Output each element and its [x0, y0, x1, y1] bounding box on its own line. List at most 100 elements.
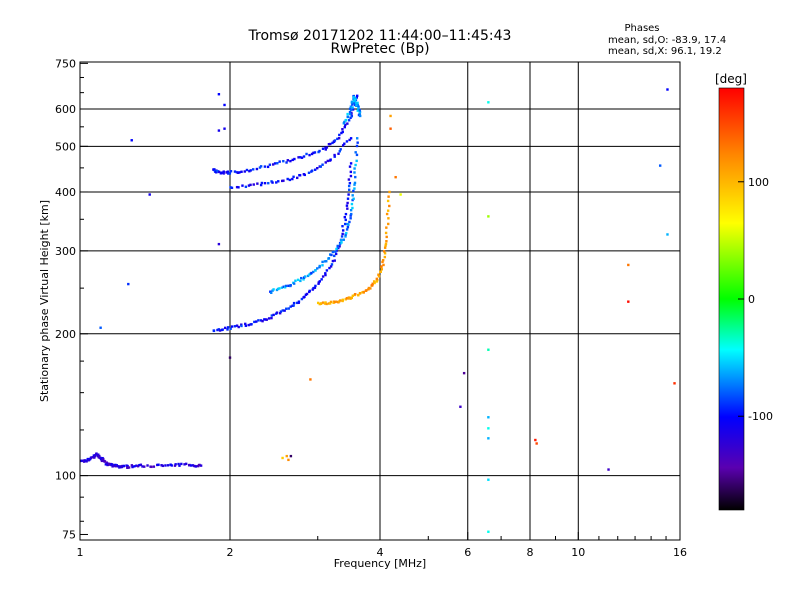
echo-point: [349, 105, 353, 108]
echo-point: [285, 161, 288, 164]
echo-point: [178, 464, 181, 467]
echo-point: [387, 222, 390, 226]
echo-point: [289, 159, 292, 163]
echo-point: [344, 118, 348, 122]
echo-point: [487, 478, 490, 481]
echo-point: [348, 107, 352, 110]
echo-point: [331, 259, 335, 263]
echo-point: [292, 282, 296, 285]
echo-point: [161, 464, 165, 468]
echo-point: [287, 307, 290, 310]
echo-point: [627, 300, 630, 303]
echo-point: [346, 201, 349, 205]
echo-point: [310, 271, 313, 275]
echo-point: [371, 282, 374, 285]
echo-point: [343, 125, 346, 129]
echo-point: [336, 137, 339, 141]
echo-point: [233, 170, 237, 173]
echo-point: [338, 150, 341, 153]
echo-point: [346, 115, 349, 119]
chart-title: Tromsø 20171202 11:44:00–11:45:43: [248, 28, 512, 44]
echo-point: [389, 114, 392, 118]
echo-point: [332, 301, 335, 304]
echo-point: [349, 162, 353, 165]
echo-point: [324, 161, 327, 164]
echo-point: [131, 465, 134, 469]
echo-point: [244, 185, 248, 189]
echo-point: [318, 264, 321, 268]
echo-point: [236, 171, 240, 174]
echo-point: [237, 186, 240, 189]
echo-point: [304, 275, 307, 278]
echo-point: [323, 260, 327, 263]
echo-point: [300, 276, 303, 280]
echo-point: [317, 282, 320, 285]
echo-point: [352, 94, 356, 98]
echo-point: [341, 229, 345, 232]
echo-point: [259, 183, 263, 187]
echo-point: [141, 465, 144, 468]
echo-point: [103, 460, 107, 463]
echo-point: [217, 328, 220, 331]
echo-point: [305, 292, 309, 296]
echo-point: [221, 328, 224, 331]
echo-point: [357, 107, 360, 110]
echo-point: [329, 142, 332, 146]
echo-point: [388, 190, 391, 194]
echo-point: [316, 301, 320, 305]
echo-point: [139, 463, 143, 466]
echo-point: [355, 153, 359, 157]
echo-point: [146, 464, 149, 467]
echo-point: [627, 263, 630, 267]
echo-point: [258, 166, 262, 169]
echo-point: [212, 168, 216, 171]
echo-point: [115, 464, 118, 468]
echo-point: [351, 106, 354, 109]
echo-point: [321, 264, 324, 267]
echo-point: [356, 103, 359, 107]
echo-point: [99, 326, 102, 329]
echo-point: [111, 465, 114, 468]
echo-point: [355, 159, 358, 163]
echo-point: [237, 325, 240, 329]
echo-point: [180, 462, 183, 466]
echo-point: [189, 464, 193, 467]
echo-point: [334, 252, 338, 256]
echo-point: [122, 464, 126, 468]
echo-point: [350, 115, 354, 118]
phases-heading: Phases: [624, 23, 659, 34]
echo-point: [384, 242, 388, 246]
echo-point: [462, 371, 466, 375]
echo-point: [222, 172, 225, 175]
echo-point: [300, 297, 304, 301]
echo-point: [354, 292, 357, 296]
echo-point: [275, 288, 279, 292]
echo-point: [353, 187, 356, 190]
echo-point: [308, 153, 311, 157]
echo-point: [177, 462, 180, 466]
echo-point: [235, 171, 239, 174]
echo-point: [252, 183, 255, 186]
plot-frame: [79, 61, 681, 541]
echo-point: [324, 301, 327, 304]
echo-point: [217, 93, 221, 96]
echo-point: [343, 142, 346, 145]
phases-x-mode-stats: mean, sd,X: 96.1, 19.2: [608, 46, 722, 57]
echo-point: [319, 302, 323, 306]
echo-point: [341, 232, 344, 236]
echo-point: [191, 464, 195, 467]
echo-point: [380, 265, 383, 268]
echo-point: [266, 165, 270, 169]
echo-point: [349, 208, 353, 212]
echo-point: [383, 252, 387, 255]
echo-point: [335, 247, 338, 251]
echo-point: [300, 156, 304, 159]
echo-point: [297, 300, 301, 303]
echo-point: [347, 296, 351, 299]
echo-point: [250, 323, 253, 326]
echo-point: [306, 274, 310, 278]
echo-point: [373, 280, 376, 283]
echo-point: [380, 268, 384, 271]
echo-point: [349, 137, 353, 140]
echo-point: [352, 197, 355, 200]
